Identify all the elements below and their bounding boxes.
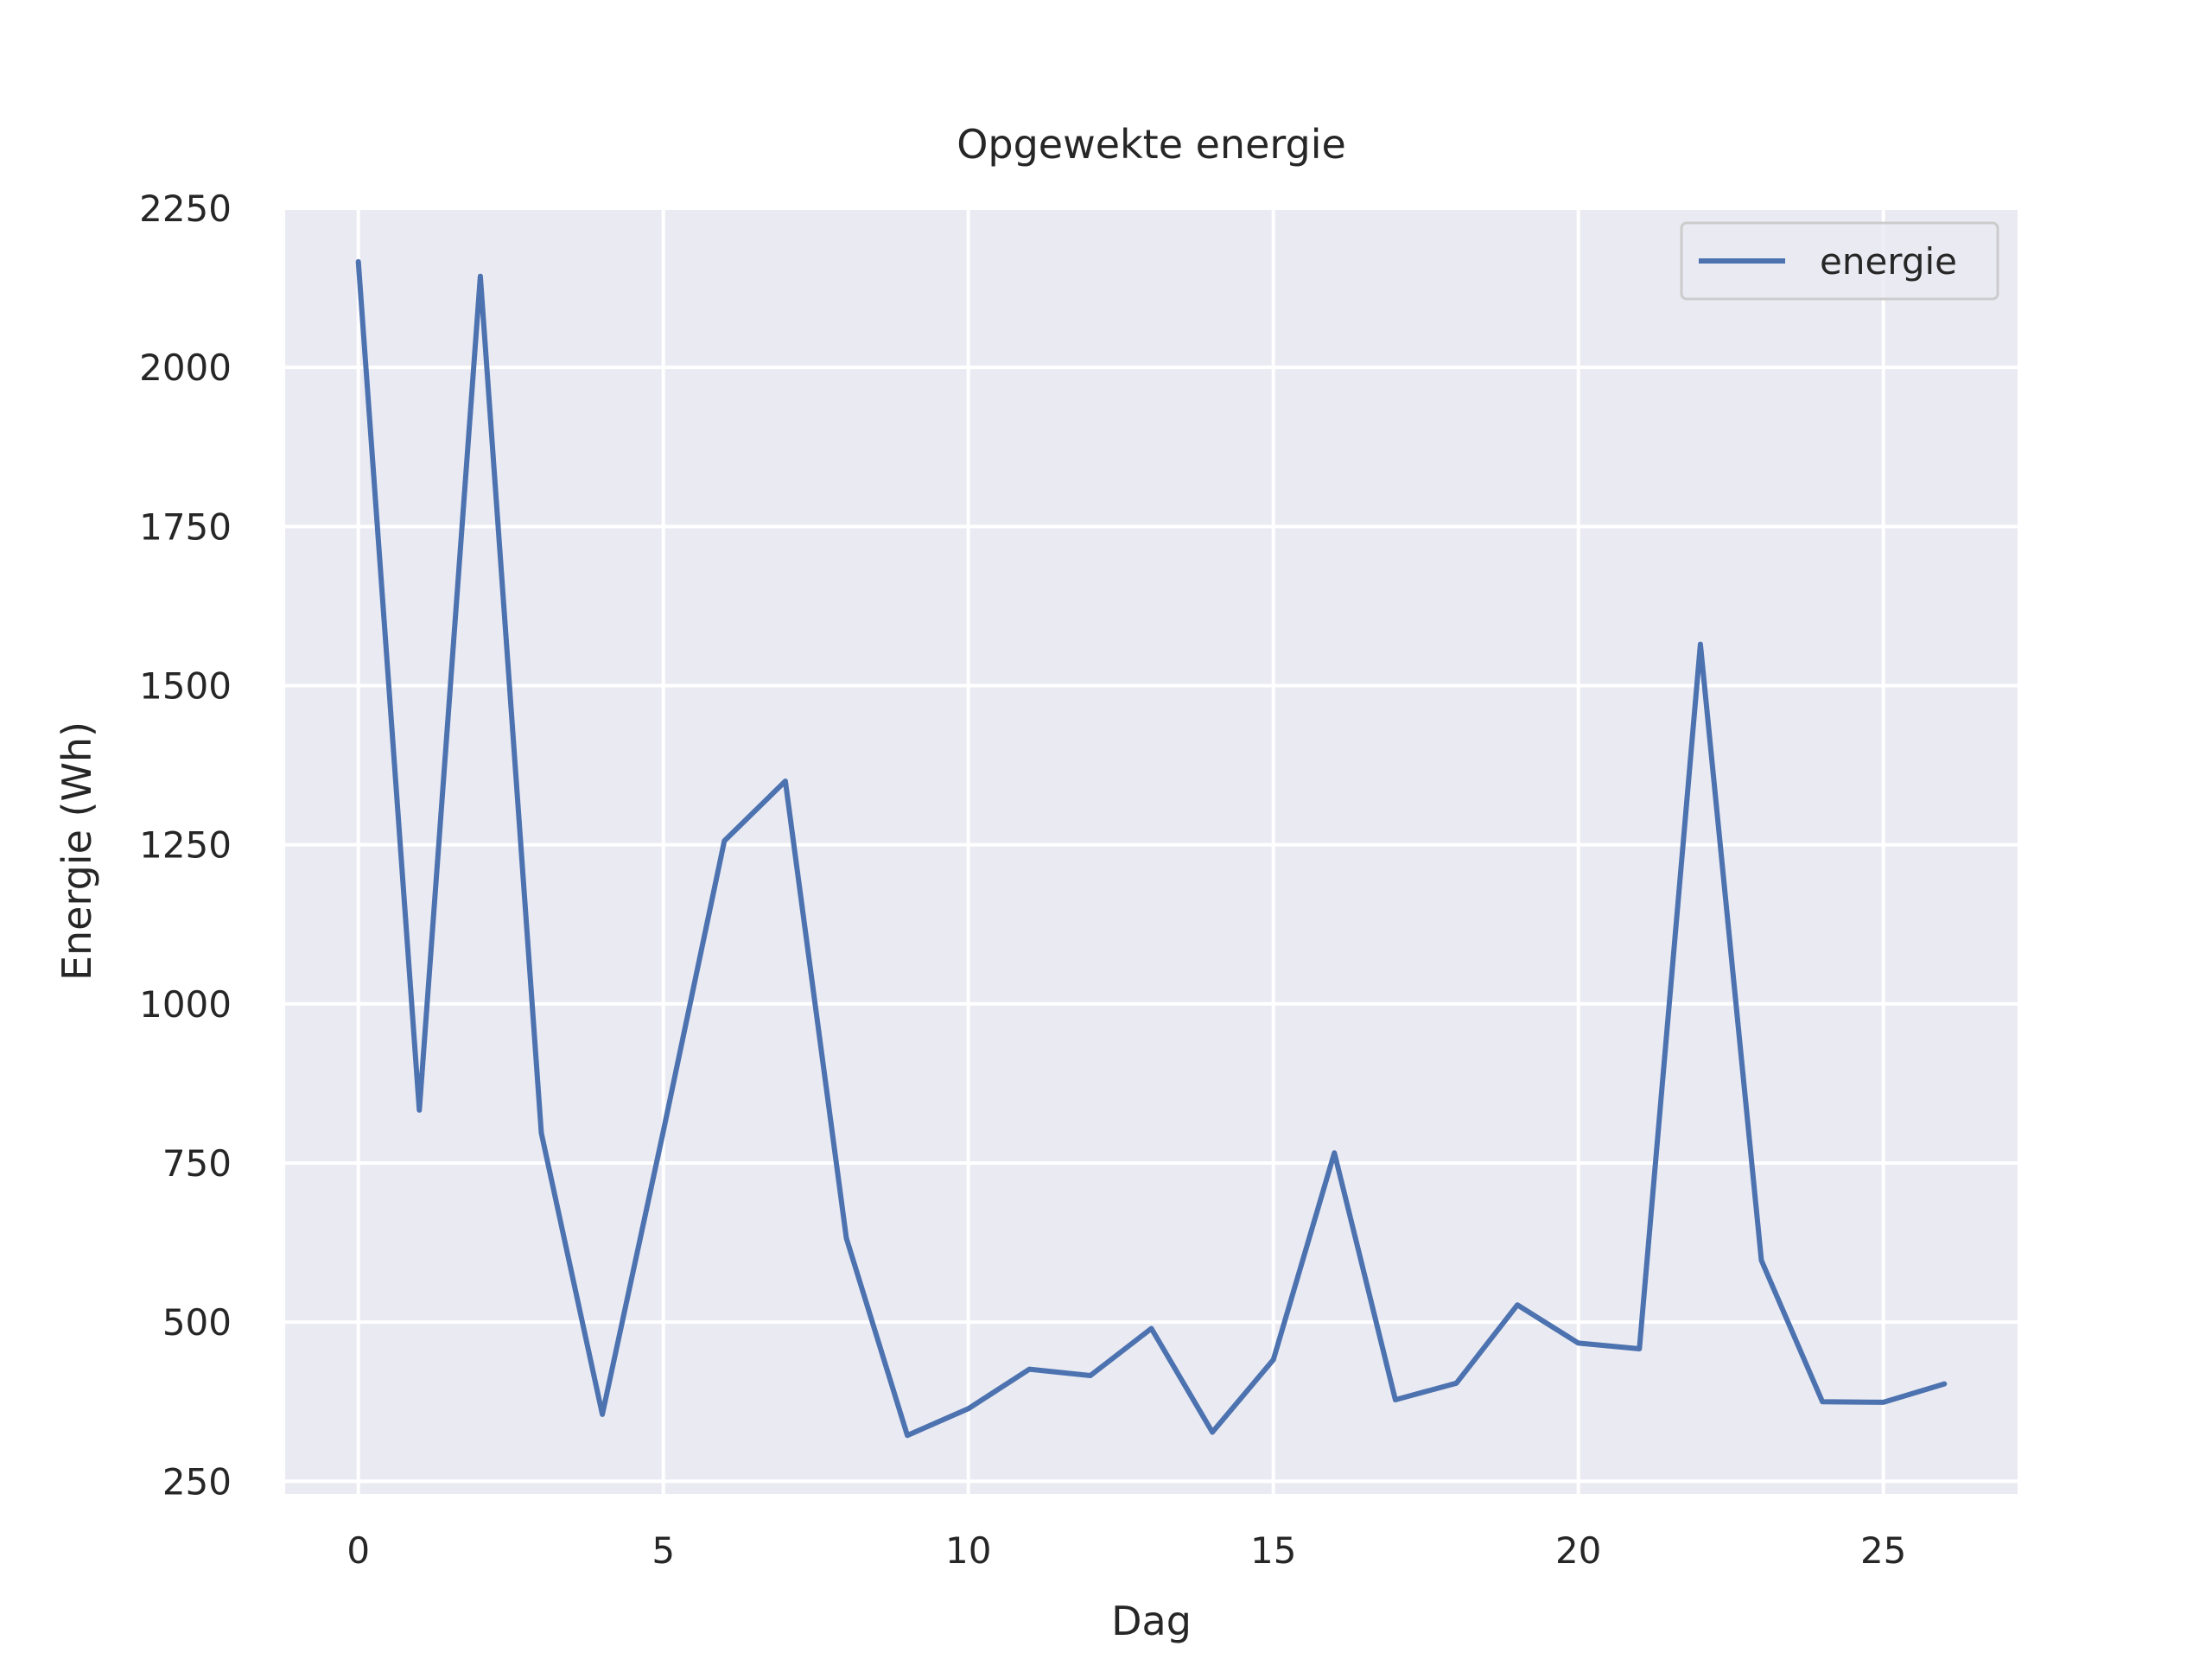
plot-area — [285, 208, 2018, 1494]
data-point — [1149, 1326, 1154, 1332]
y-tick-label: 2000 — [139, 346, 232, 389]
data-point — [1515, 1302, 1520, 1307]
data-point — [478, 274, 483, 279]
data-point — [661, 1128, 666, 1134]
data-point — [844, 1236, 849, 1241]
y-tick-label: 1250 — [139, 824, 232, 867]
data-point — [1271, 1357, 1276, 1363]
data-point — [539, 1130, 544, 1135]
data-point — [1698, 642, 1703, 647]
x-tick-label: 10 — [945, 1529, 991, 1572]
x-tick-label: 25 — [1860, 1529, 1906, 1572]
y-tick-label: 1500 — [139, 664, 232, 707]
data-point — [1210, 1430, 1215, 1435]
x-tick-label: 15 — [1250, 1529, 1296, 1572]
x-tick-label: 5 — [652, 1529, 675, 1572]
data-point — [1393, 1397, 1398, 1402]
data-point — [356, 259, 361, 264]
data-point — [721, 838, 727, 843]
series-layer — [355, 258, 1948, 1439]
data-point — [783, 779, 788, 784]
data-point — [1637, 1346, 1642, 1351]
x-tick-label: 20 — [1555, 1529, 1601, 1572]
y-tick-label: 250 — [162, 1460, 232, 1503]
data-point — [1027, 1367, 1032, 1372]
data-point — [1088, 1373, 1093, 1378]
data-point — [1332, 1150, 1337, 1155]
data-point — [1820, 1399, 1825, 1404]
data-point — [905, 1433, 910, 1438]
x-tick-label: 0 — [346, 1529, 370, 1572]
data-point — [1454, 1381, 1459, 1386]
x-axis-label: Dag — [1111, 1598, 1192, 1644]
data-point — [1576, 1340, 1581, 1345]
y-tick-label: 2250 — [139, 188, 232, 230]
y-tick-label: 1000 — [139, 983, 232, 1026]
data-point — [1759, 1258, 1764, 1263]
y-tick-label: 500 — [162, 1301, 232, 1344]
data-point — [1881, 1400, 1886, 1405]
y-axis-label: Energie (Wh) — [54, 721, 100, 981]
y-tick-label: 1750 — [139, 505, 232, 548]
data-point — [600, 1412, 605, 1417]
tick-labels: 0 5 10 15 20 25 250 500 750 1000 1250 1500 1750 2000 2… — [139, 188, 1906, 1572]
legend-label: energie — [1820, 240, 1957, 283]
chart-title: Opgewekte energie — [957, 121, 1346, 168]
gridlines — [285, 207, 2018, 1494]
data-point — [1942, 1382, 1947, 1387]
data-point — [966, 1406, 971, 1411]
legend-box — [1680, 221, 1999, 301]
y-tick-label: 750 — [162, 1142, 232, 1185]
data-point — [416, 1108, 422, 1113]
legend: energie — [1680, 221, 1999, 301]
series-line-energie — [355, 258, 1948, 1439]
